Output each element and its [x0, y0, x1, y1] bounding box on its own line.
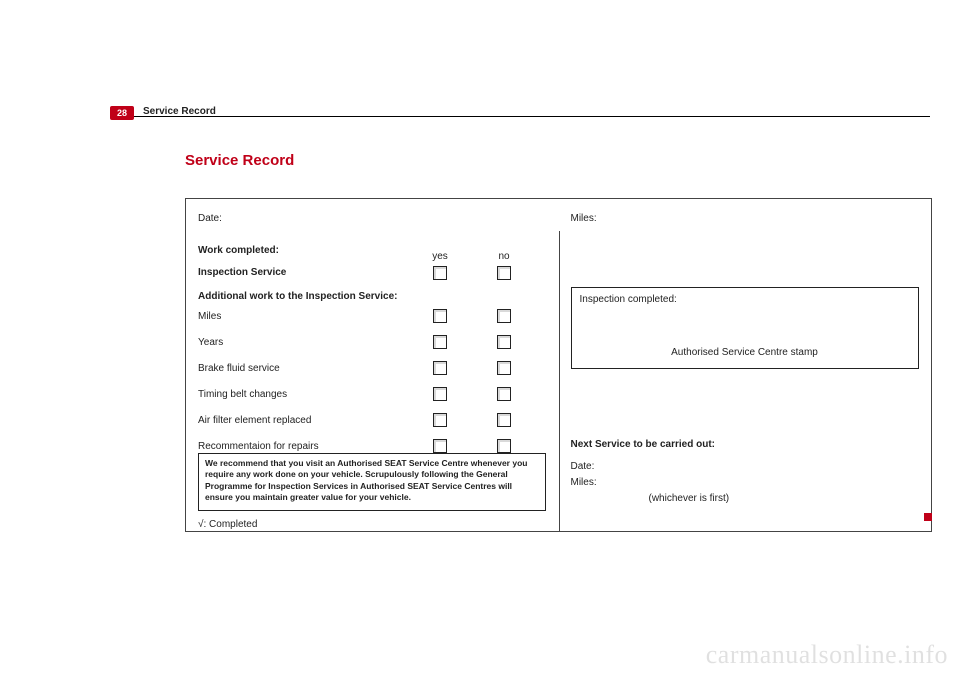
running-header-title: Service Record	[143, 106, 216, 117]
years-no-box[interactable]	[494, 335, 514, 352]
miles-no-box[interactable]	[494, 309, 514, 326]
work-completed-label: Work completed:	[198, 245, 279, 256]
inspection-yes-box[interactable]	[430, 266, 450, 283]
next-date-label: Date:	[571, 461, 595, 472]
completed-legend: √: Completed	[198, 519, 257, 530]
no-header: no	[494, 251, 514, 262]
row-air-label: Air filter element replaced	[198, 415, 311, 426]
inspection-completed-label: Inspection completed:	[580, 294, 677, 305]
stamp-label: Authorised Service Centre stamp	[572, 347, 918, 358]
row-miles-label: Miles	[198, 311, 221, 322]
brake-no-box[interactable]	[494, 361, 514, 378]
right-panel: Miles: Inspection completed: Authorised …	[559, 199, 932, 531]
date-label: Date:	[198, 213, 222, 224]
years-yes-box[interactable]	[430, 335, 450, 352]
row-years-label: Years	[198, 337, 223, 348]
row-brake-label: Brake fluid service	[198, 363, 280, 374]
inspection-completed-box: Inspection completed: Authorised Service…	[571, 287, 919, 369]
row-timing-label: Timing belt changes	[198, 389, 287, 400]
left-panel: Date: Work completed: yes no Inspection …	[186, 199, 559, 531]
brake-yes-box[interactable]	[430, 361, 450, 378]
air-no-box[interactable]	[494, 413, 514, 430]
timing-yes-box[interactable]	[430, 387, 450, 404]
page-number-badge: 28	[110, 106, 134, 120]
inspection-service-label: Inspection Service	[198, 267, 286, 278]
recommendation-box: We recommend that you visit an Authorise…	[198, 453, 546, 511]
miles-label: Miles:	[571, 213, 597, 224]
air-yes-box[interactable]	[430, 413, 450, 430]
yes-header: yes	[430, 251, 450, 262]
end-marker-icon	[924, 513, 932, 521]
additional-heading: Additional work to the Inspection Servic…	[198, 291, 397, 302]
whichever-first-label: (whichever is first)	[649, 493, 730, 504]
miles-yes-box[interactable]	[430, 309, 450, 326]
row-recs-label: Recommentaion for repairs	[198, 441, 319, 452]
watermark-text: carmanualsonline.info	[706, 640, 948, 670]
record-frame: Date: Work completed: yes no Inspection …	[185, 198, 932, 532]
section-title: Service Record	[185, 152, 294, 169]
next-service-heading: Next Service to be carried out:	[571, 439, 716, 450]
timing-no-box[interactable]	[494, 387, 514, 404]
header-rule	[110, 116, 930, 117]
next-miles-label: Miles:	[571, 477, 597, 488]
inspection-no-box[interactable]	[494, 266, 514, 283]
